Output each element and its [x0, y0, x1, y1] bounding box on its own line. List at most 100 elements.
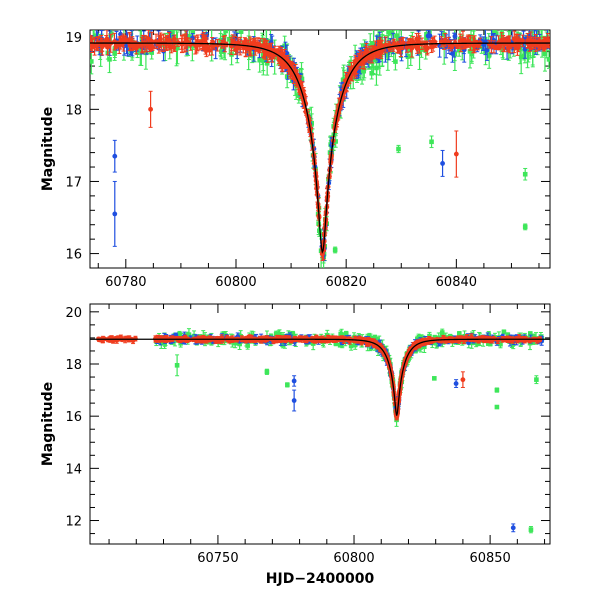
- model-curve: [90, 42, 550, 254]
- green-point: [238, 30, 244, 34]
- red-point: [113, 43, 119, 49]
- x-tick-label: 60850: [469, 551, 510, 566]
- green-point: [261, 58, 266, 63]
- y-tick-label: 18: [65, 358, 82, 373]
- green-point: [158, 340, 164, 346]
- red-point: [475, 43, 481, 49]
- red-point: [359, 60, 365, 65]
- red-point: [423, 45, 428, 51]
- blue-point: [450, 51, 455, 56]
- x-tick-label: 60840: [436, 275, 477, 290]
- x-tick-label: 60820: [325, 275, 366, 290]
- blue-point: [452, 33, 458, 39]
- y-tick-label: 14: [65, 462, 82, 477]
- y-tick-label: 20: [65, 306, 82, 321]
- green-point: [393, 59, 398, 64]
- x-tick-label: 60780: [105, 275, 146, 290]
- x-tick-label: 60800: [333, 551, 374, 566]
- green-point: [452, 51, 458, 57]
- green-point: [317, 228, 322, 234]
- green-point: [348, 343, 354, 349]
- green-outlier-point: [522, 224, 528, 230]
- green-point: [149, 50, 154, 55]
- top-x-ticks: 60780 60800 60820 60840: [97, 30, 540, 290]
- green-point: [546, 25, 551, 30]
- top-y-ticks: 16 17 18 19: [65, 31, 550, 269]
- red-point: [194, 43, 199, 49]
- green-point: [486, 332, 492, 337]
- red-outlier-point: [453, 151, 459, 157]
- red-point: [400, 40, 406, 46]
- red-point: [416, 38, 421, 44]
- green-point: [456, 47, 462, 53]
- red-point: [105, 44, 111, 50]
- red-point: [147, 45, 153, 51]
- top-ylabel: Magnitude: [40, 107, 56, 191]
- green-point: [273, 331, 279, 337]
- bottom-x-ticks: 60750 60800 60850: [108, 304, 546, 566]
- green-point: [187, 34, 192, 39]
- y-tick-label: 19: [65, 31, 82, 46]
- red-point: [262, 51, 268, 57]
- bottom-y-ticks: 12 14 16 18 20: [65, 306, 550, 535]
- green-outlier-point: [396, 146, 401, 152]
- green-outlier-point: [522, 171, 528, 177]
- green-point: [422, 344, 427, 350]
- red-point: [269, 52, 275, 58]
- red-point: [502, 38, 508, 44]
- blue-outlier-point: [440, 161, 445, 166]
- x-tick-label: 60750: [197, 551, 238, 566]
- bottom-panel-frame: [89, 303, 551, 545]
- top-panel: 60780 60800 60820 60840 16 17 18 19 Magnitude: [40, 22, 551, 290]
- blue-point: [425, 33, 431, 39]
- green-point: [170, 30, 175, 35]
- red-point: [247, 47, 253, 52]
- green-point: [90, 35, 96, 41]
- green-point: [374, 58, 380, 64]
- green-point: [467, 49, 473, 54]
- green-point: [337, 342, 343, 348]
- green-point: [498, 341, 503, 347]
- red-point: [378, 42, 383, 48]
- red-point: [520, 38, 525, 44]
- blue-outlier-point: [112, 153, 118, 159]
- green-point: [175, 45, 180, 51]
- green-point: [183, 24, 188, 29]
- red-point: [242, 39, 248, 45]
- green-point: [505, 332, 511, 338]
- y-tick-label: 17: [65, 175, 82, 190]
- green-point: [493, 31, 499, 36]
- green-point: [501, 329, 507, 335]
- green-outlier-point: [429, 139, 434, 145]
- green-point: [394, 33, 399, 38]
- red-point: [525, 38, 531, 44]
- green-point: [319, 232, 324, 237]
- green-point: [405, 53, 411, 59]
- red-outlier-point: [148, 106, 153, 112]
- red-point: [497, 43, 502, 49]
- green-point: [385, 50, 391, 56]
- red-point: [255, 41, 261, 47]
- red-point: [513, 40, 519, 45]
- red-point: [457, 38, 463, 44]
- green-point: [264, 61, 270, 66]
- green-point: [218, 49, 224, 54]
- green-point: [90, 59, 94, 64]
- green-point: [92, 22, 97, 27]
- red-point: [235, 44, 241, 50]
- green-point: [531, 49, 537, 55]
- green-point: [428, 30, 434, 31]
- red-point: [204, 45, 210, 50]
- red-point: [391, 41, 397, 47]
- green-point: [143, 50, 149, 56]
- red-point: [123, 37, 129, 43]
- green-point: [227, 36, 232, 42]
- red-point: [183, 36, 189, 42]
- y-tick-label: 18: [65, 103, 82, 118]
- red-point: [383, 42, 389, 48]
- red-point: [133, 45, 139, 51]
- green-point: [518, 54, 524, 60]
- green-point: [135, 50, 140, 55]
- green-point: [546, 57, 550, 62]
